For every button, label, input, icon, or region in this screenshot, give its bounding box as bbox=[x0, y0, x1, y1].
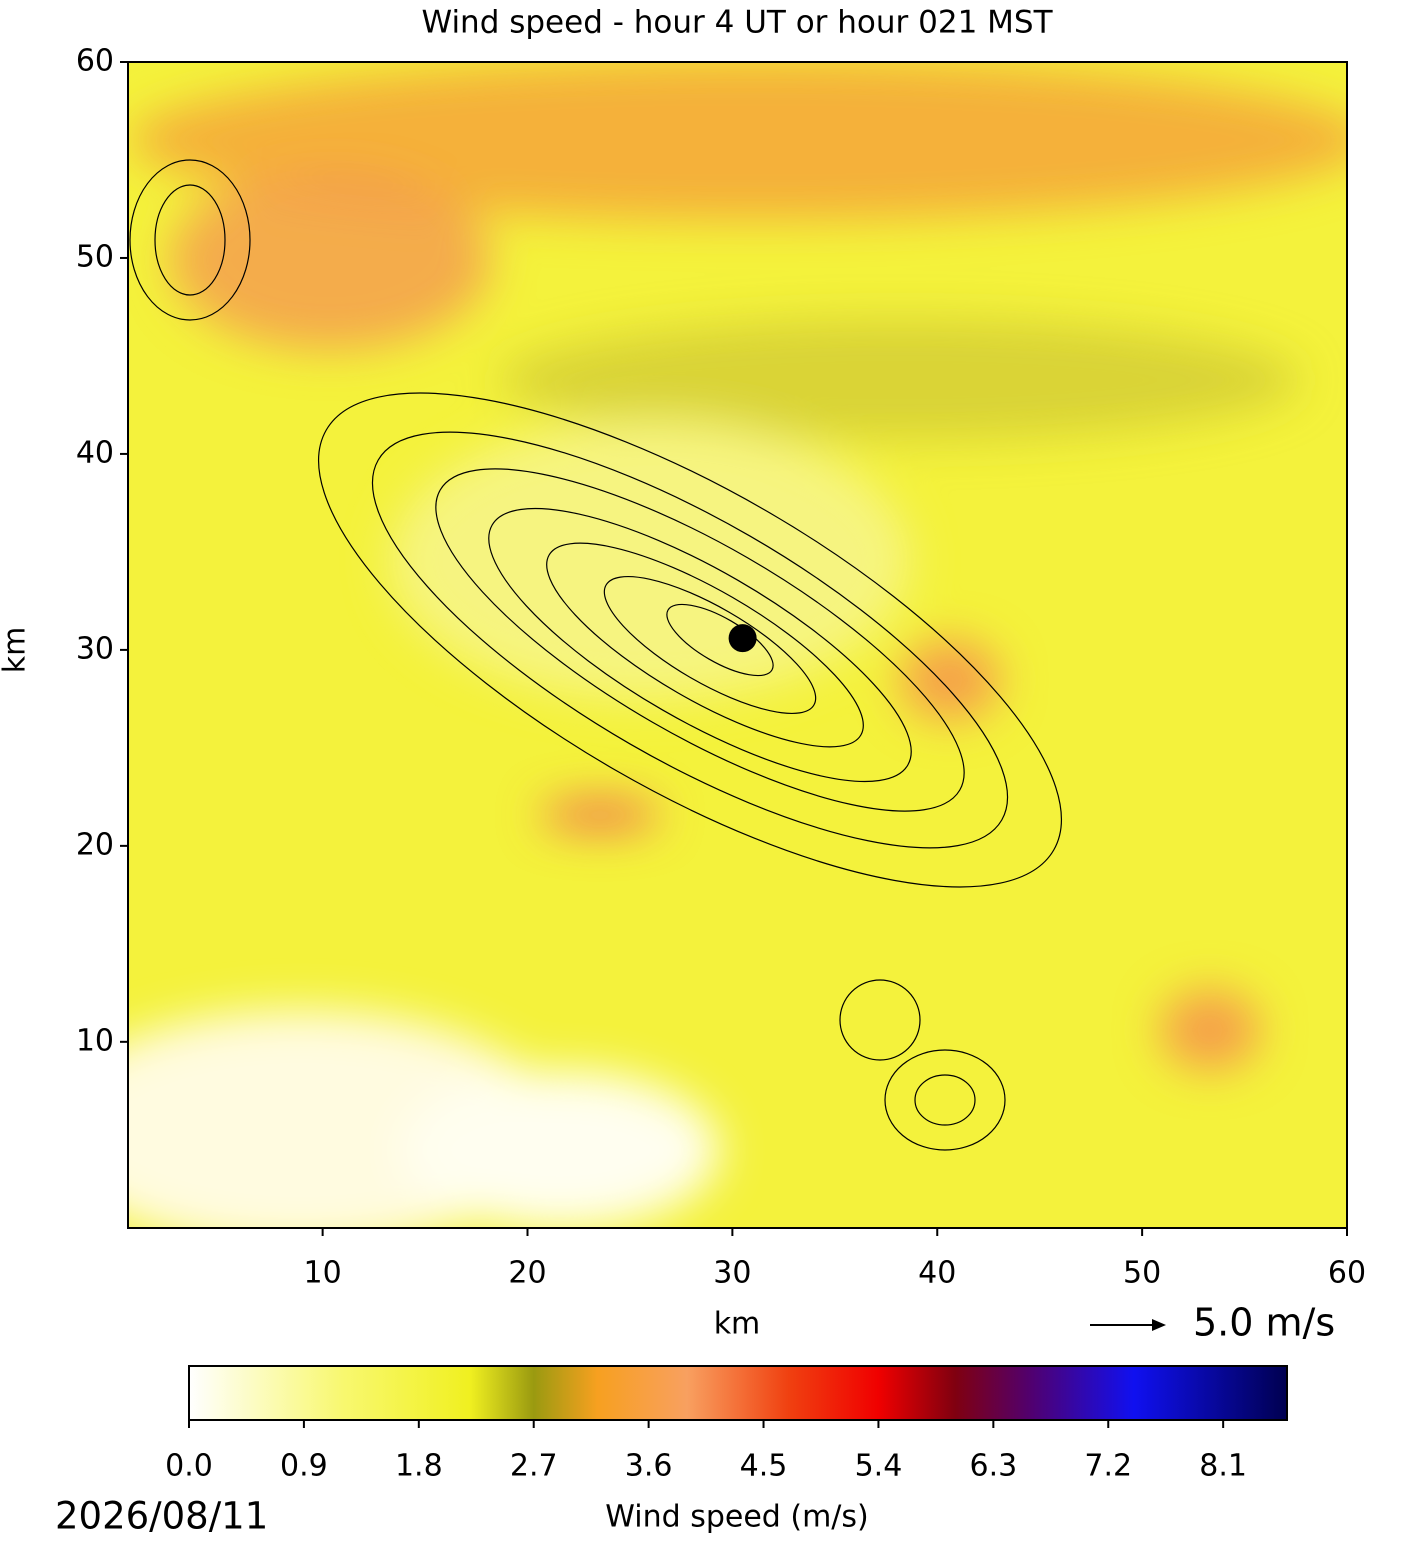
colorbar-tick-label: 0.0 bbox=[165, 1449, 213, 1484]
x-axis-label: km bbox=[714, 1307, 761, 1342]
colorbar-tick-label: 5.4 bbox=[855, 1449, 903, 1484]
x-tick-label: 30 bbox=[713, 1256, 751, 1291]
colorbar bbox=[188, 1365, 1288, 1421]
reference-arrow-head bbox=[1152, 1319, 1166, 1331]
colorbar-tick-label: 6.3 bbox=[969, 1449, 1017, 1484]
colorbar-tick-label: 2.7 bbox=[510, 1449, 558, 1484]
chart-title: Wind speed - hour 4 UT or hour 021 MST bbox=[421, 5, 1053, 41]
field-background bbox=[128, 62, 1347, 1228]
colorbar-tick-label: 1.8 bbox=[395, 1449, 443, 1484]
colorbar-tick-label: 4.5 bbox=[740, 1449, 788, 1484]
y-axis-label: km bbox=[0, 627, 33, 674]
colorbar-label: Wind speed (m/s) bbox=[605, 1500, 868, 1535]
y-tick-label: 30 bbox=[76, 631, 114, 666]
y-tick-label: 40 bbox=[76, 435, 114, 470]
contours bbox=[129, 159, 1062, 1151]
colorbar-tick-label: 8.1 bbox=[1199, 1449, 1247, 1484]
colorbar-tick-label: 0.9 bbox=[280, 1449, 328, 1484]
x-tick-label: 20 bbox=[508, 1256, 546, 1291]
y-tick-label: 10 bbox=[76, 1023, 114, 1058]
colorbar-tick-label: 7.2 bbox=[1084, 1449, 1132, 1484]
x-tick-label: 60 bbox=[1328, 1256, 1366, 1291]
x-tick-label: 40 bbox=[918, 1256, 956, 1291]
colorbar-tick-label: 3.6 bbox=[625, 1449, 673, 1484]
x-tick-label: 10 bbox=[304, 1256, 342, 1291]
y-tick-label: 60 bbox=[76, 44, 114, 79]
site-marker bbox=[728, 624, 757, 653]
y-tick-label: 50 bbox=[76, 239, 114, 274]
date: 2026/08/11 bbox=[55, 1495, 268, 1538]
y-tick-label: 20 bbox=[76, 827, 114, 862]
x-tick-label: 50 bbox=[1123, 1256, 1161, 1291]
reference-arrow-label: 5.0 m/s bbox=[1193, 1301, 1335, 1345]
plot-frame bbox=[127, 61, 1348, 1229]
